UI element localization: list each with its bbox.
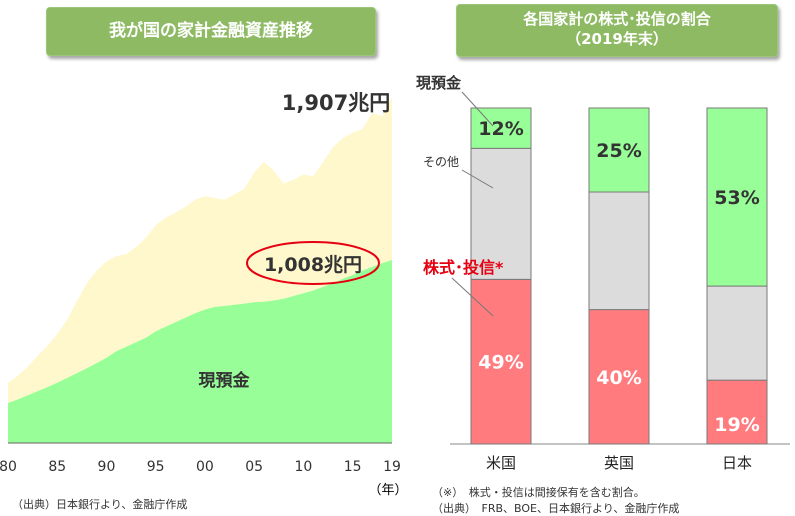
bar-value-label: 19% (714, 414, 759, 436)
stock-share-stacked-bar-chart: 49% 12% 40% 25% 19% 53% 米国 英国 日本 現預金 その他 株式･投信* (416, 74, 790, 472)
bar-value-label: 53% (714, 187, 759, 209)
bar-segment (706, 379, 768, 445)
bar-segment (706, 285, 768, 381)
annotation-line-stocks (451, 277, 494, 317)
bar-value-label: 49% (478, 352, 523, 374)
x-tick-label: 85 (48, 459, 66, 475)
x-tick-label: 15 (344, 459, 362, 475)
bar-value-label: 25% (596, 140, 641, 162)
right-source-note: （出典） FRB、BOE、日本銀行より、金融庁作成 (432, 502, 680, 515)
cash-value-label: 1,008兆円 (264, 254, 362, 276)
bar-value-label: 40% (596, 367, 641, 389)
annotation-cash: 現預金 (416, 74, 462, 92)
x-tick-label: 00 (196, 459, 214, 475)
x-axis-unit: （年） (368, 483, 400, 498)
x-tick-label: 10 (294, 459, 312, 475)
x-tick-label: 05 (245, 459, 263, 475)
stacked-bars: 49% 12% 40% 25% 19% 53% (470, 107, 768, 445)
bar-segment (470, 107, 532, 149)
cash-area-label: 現預金 (199, 370, 251, 391)
left-chart-title: 我が国の家計金融資産推移 (46, 7, 376, 56)
category-label: 米国 (486, 454, 516, 472)
bar-segment (588, 191, 650, 311)
category-label: 日本 (722, 454, 752, 472)
x-tick-label: 80 (0, 459, 17, 475)
bar-segment (706, 107, 768, 287)
category-label: 英国 (604, 454, 634, 472)
bar-segment (470, 147, 532, 280)
cash-value-highlight-ellipse (246, 241, 380, 285)
bar-segment (470, 278, 532, 445)
household-assets-area-chart: 80 85 90 95 00 05 10 15 19 （年） 1,907兆円 1,008兆円 現… (0, 91, 400, 498)
bar-segment (588, 107, 650, 193)
x-axis-ticks: 80 85 90 95 00 05 10 15 19 (0, 459, 400, 475)
left-source-note: （出典）日本銀行より、金融庁作成 (12, 498, 188, 511)
right-chart-title-line2: （2019年末） (566, 30, 668, 48)
right-footnote: （※） 株式・投信は間接保有を含む割合。 (432, 486, 645, 499)
x-tick-label: 19 (383, 459, 400, 475)
cash-deposits-area (8, 260, 392, 443)
annotation-line-cash (461, 91, 494, 127)
annotation-stocks: 株式･投信* (423, 258, 504, 277)
x-tick-label: 95 (147, 459, 165, 475)
x-tick-label: 90 (98, 459, 116, 475)
bar-value-label: 12% (478, 118, 523, 140)
total-value-label: 1,907兆円 (282, 91, 390, 115)
category-labels: 米国 英国 日本 (486, 454, 752, 472)
annotation-line-other (461, 169, 494, 189)
right-chart-title-line1: 各国家計の株式･投信の割合 (523, 10, 711, 28)
annotation-other: その他 (423, 155, 459, 169)
right-chart-title: 各国家計の株式･投信の割合 （2019年末） (456, 4, 778, 57)
